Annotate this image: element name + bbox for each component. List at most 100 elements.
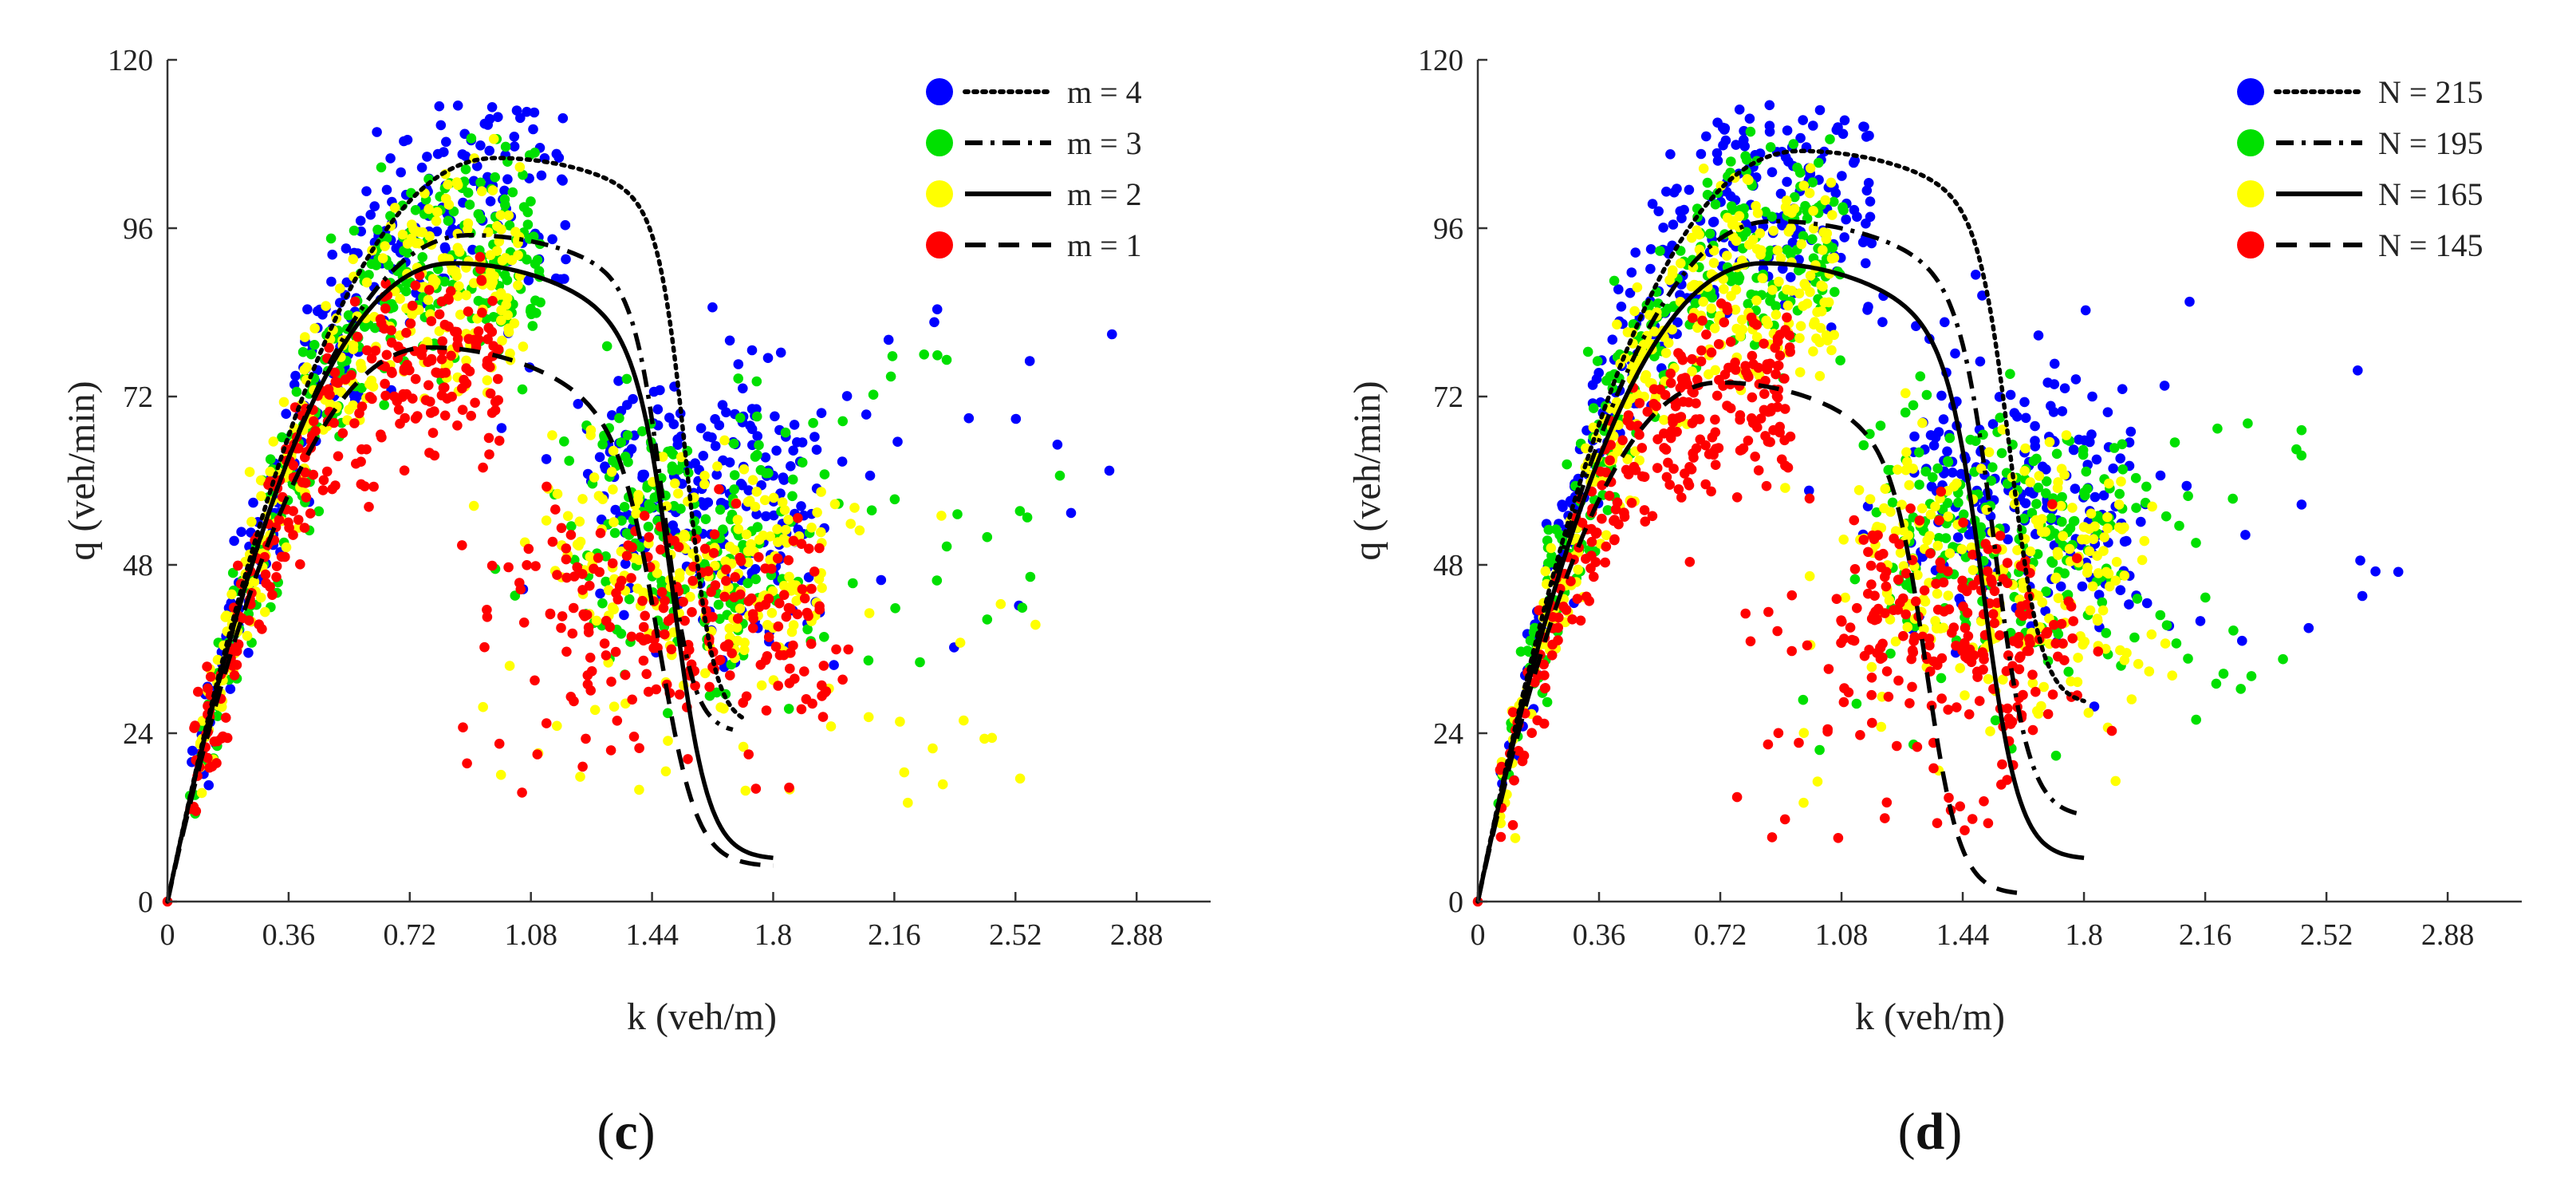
data-point xyxy=(1986,476,1997,486)
data-point xyxy=(751,509,762,519)
data-point xyxy=(773,681,783,691)
data-point xyxy=(509,132,520,142)
data-point xyxy=(1885,648,1896,659)
data-point xyxy=(1781,195,1792,206)
data-point xyxy=(837,416,848,427)
data-point xyxy=(812,507,822,518)
data-point xyxy=(2119,570,2130,581)
data-point xyxy=(1637,471,1648,482)
data-point xyxy=(556,622,566,633)
data-point xyxy=(2296,450,2307,461)
data-point xyxy=(2116,476,2126,487)
data-point xyxy=(1694,229,1704,240)
data-point xyxy=(552,488,563,499)
data-point xyxy=(643,686,654,697)
model-curve-n195 xyxy=(1475,219,2085,902)
data-point xyxy=(462,758,472,769)
data-point xyxy=(529,107,540,118)
model-curve-n165 xyxy=(1475,261,2085,902)
data-point xyxy=(1759,338,1769,349)
data-point xyxy=(1613,284,1624,295)
data-point xyxy=(742,496,754,507)
data-point xyxy=(246,516,257,527)
data-point xyxy=(1907,681,1917,693)
data-point xyxy=(1786,590,1798,601)
data-point xyxy=(313,506,325,517)
data-point xyxy=(2059,568,2070,578)
data-point xyxy=(243,648,254,658)
data-point xyxy=(1712,156,1723,166)
data-point xyxy=(747,609,758,619)
data-point xyxy=(1938,577,1949,588)
data-point xyxy=(423,357,433,368)
data-point xyxy=(380,378,390,389)
data-point xyxy=(1900,609,1911,620)
data-point xyxy=(1960,825,1970,835)
data-point xyxy=(638,587,648,598)
data-point xyxy=(203,683,213,694)
data-point xyxy=(806,583,817,594)
data-point xyxy=(1629,306,1640,317)
data-point xyxy=(648,386,660,397)
data-point xyxy=(502,174,513,184)
data-point xyxy=(475,140,486,151)
data-point xyxy=(2066,601,2077,612)
data-point xyxy=(2059,655,2070,665)
data-point xyxy=(1849,204,1860,215)
data-point xyxy=(349,225,360,236)
data-point xyxy=(401,389,412,400)
data-point xyxy=(443,199,455,210)
data-point xyxy=(370,345,381,356)
data-point xyxy=(364,270,374,280)
data-point xyxy=(265,454,276,464)
data-point xyxy=(841,391,853,401)
data-point xyxy=(1697,315,1707,326)
data-point xyxy=(301,478,311,488)
data-point xyxy=(507,187,518,198)
data-point xyxy=(1892,740,1902,752)
legend-item: N = 195 xyxy=(2237,125,2483,161)
data-point xyxy=(2019,397,2030,408)
data-point xyxy=(274,515,285,525)
data-point xyxy=(1734,105,1745,115)
data-point xyxy=(941,541,952,552)
data-point xyxy=(2101,644,2111,654)
data-point xyxy=(864,608,875,618)
data-point xyxy=(609,701,620,712)
data-point xyxy=(513,250,523,261)
data-point xyxy=(1893,605,1903,615)
data-point xyxy=(265,582,275,592)
data-point xyxy=(443,215,454,227)
data-point xyxy=(487,185,498,195)
data-point xyxy=(2061,430,2072,440)
data-point xyxy=(2357,590,2368,602)
data-point xyxy=(2296,424,2307,436)
panel-c-legend: m = 4m = 3m = 2m = 1 xyxy=(926,74,1142,263)
data-point xyxy=(678,597,688,607)
data-point xyxy=(1836,615,1846,626)
data-point xyxy=(1877,317,1888,328)
data-point xyxy=(2025,637,2035,649)
data-point xyxy=(739,645,750,656)
data-point xyxy=(356,383,367,393)
data-point xyxy=(1866,661,1877,673)
data-point xyxy=(797,584,808,594)
x-tick-label: 1.08 xyxy=(504,918,557,952)
x-tick-label: 0.72 xyxy=(1694,918,1747,952)
y-tick-label: 24 xyxy=(1433,717,1463,751)
data-point xyxy=(2049,358,2060,369)
data-point xyxy=(1647,199,1658,209)
data-point xyxy=(1634,429,1644,440)
data-point xyxy=(2050,750,2062,761)
data-point xyxy=(351,458,361,469)
data-point xyxy=(688,562,699,572)
data-point xyxy=(559,436,569,447)
data-point xyxy=(1814,744,1825,756)
data-point xyxy=(2183,491,2193,501)
data-point xyxy=(668,464,679,476)
data-point xyxy=(733,523,744,535)
data-point xyxy=(1805,286,1815,298)
data-point xyxy=(1780,460,1790,471)
data-point xyxy=(644,532,654,543)
data-point xyxy=(360,481,370,491)
